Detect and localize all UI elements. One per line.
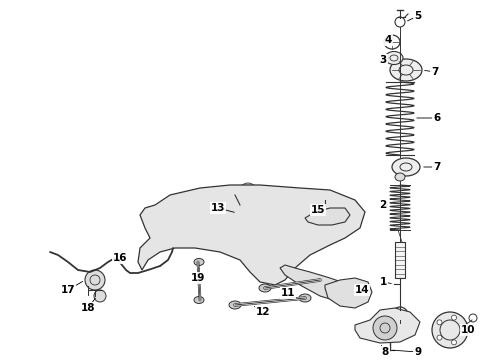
Text: 8: 8 [381, 347, 389, 357]
Text: 7: 7 [433, 162, 441, 172]
Circle shape [231, 187, 243, 199]
Text: 3: 3 [379, 55, 387, 65]
Circle shape [85, 270, 105, 290]
Circle shape [373, 316, 397, 340]
Polygon shape [280, 265, 360, 302]
Polygon shape [305, 208, 350, 225]
Text: 12: 12 [256, 307, 270, 317]
Ellipse shape [314, 276, 326, 284]
Circle shape [451, 315, 457, 320]
Polygon shape [138, 185, 365, 285]
Circle shape [437, 320, 442, 325]
Ellipse shape [194, 258, 204, 266]
Ellipse shape [299, 294, 311, 302]
Ellipse shape [229, 301, 241, 309]
Text: 10: 10 [461, 325, 475, 335]
Ellipse shape [343, 287, 357, 297]
Circle shape [451, 340, 457, 345]
Text: 1: 1 [379, 277, 387, 287]
Text: 9: 9 [415, 347, 421, 357]
Ellipse shape [200, 210, 240, 234]
Ellipse shape [392, 158, 420, 176]
Text: 17: 17 [61, 285, 75, 295]
Ellipse shape [390, 59, 422, 81]
Circle shape [161, 206, 179, 224]
Polygon shape [355, 308, 420, 343]
Text: 4: 4 [384, 35, 392, 45]
Ellipse shape [194, 297, 204, 303]
Ellipse shape [395, 173, 405, 181]
Circle shape [437, 335, 442, 340]
Polygon shape [325, 278, 372, 308]
Text: 14: 14 [355, 285, 369, 295]
Polygon shape [395, 242, 405, 278]
Ellipse shape [322, 284, 338, 296]
Ellipse shape [385, 51, 403, 64]
Circle shape [432, 312, 468, 348]
Circle shape [239, 183, 257, 201]
Text: 16: 16 [113, 253, 127, 263]
Ellipse shape [259, 284, 271, 292]
Circle shape [321, 196, 339, 214]
Text: 19: 19 [191, 273, 205, 283]
Text: 2: 2 [379, 200, 387, 210]
Circle shape [94, 290, 106, 302]
Text: 5: 5 [415, 11, 421, 21]
Circle shape [461, 328, 465, 333]
Text: 18: 18 [81, 303, 95, 313]
Ellipse shape [343, 211, 353, 219]
Text: 7: 7 [431, 67, 439, 77]
Text: 11: 11 [281, 288, 295, 298]
Ellipse shape [293, 207, 327, 229]
Text: 15: 15 [311, 205, 325, 215]
Text: 6: 6 [433, 113, 441, 123]
Text: 13: 13 [211, 203, 225, 213]
